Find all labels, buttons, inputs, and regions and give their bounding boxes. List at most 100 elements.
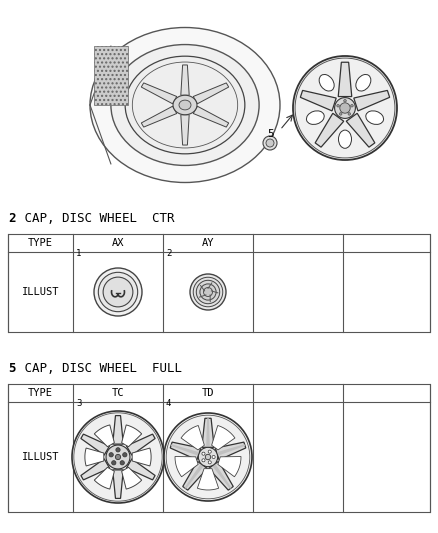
Polygon shape — [85, 448, 104, 466]
Circle shape — [120, 461, 124, 465]
Circle shape — [94, 268, 142, 316]
Text: AX: AX — [112, 238, 124, 248]
Circle shape — [344, 100, 346, 102]
Polygon shape — [183, 461, 207, 490]
Polygon shape — [300, 91, 336, 111]
Circle shape — [208, 461, 211, 464]
Polygon shape — [141, 106, 177, 127]
Circle shape — [193, 277, 223, 307]
Text: 5: 5 — [8, 362, 15, 375]
Polygon shape — [181, 65, 189, 95]
Text: 2: 2 — [8, 212, 15, 225]
Polygon shape — [94, 425, 114, 447]
Circle shape — [106, 445, 130, 469]
Polygon shape — [212, 464, 232, 489]
Polygon shape — [202, 418, 214, 447]
Ellipse shape — [173, 95, 197, 115]
Circle shape — [98, 272, 138, 312]
Text: TYPE: TYPE — [28, 238, 53, 248]
Polygon shape — [212, 425, 235, 450]
Circle shape — [164, 413, 252, 501]
Circle shape — [208, 450, 211, 453]
Text: 2: 2 — [166, 249, 171, 258]
Text: CAP, DISC WHEEL  CTR: CAP, DISC WHEEL CTR — [17, 212, 174, 225]
Polygon shape — [315, 114, 344, 147]
Circle shape — [348, 112, 350, 115]
Circle shape — [109, 453, 113, 457]
Polygon shape — [338, 62, 352, 96]
Polygon shape — [122, 467, 142, 489]
Polygon shape — [127, 434, 155, 455]
Polygon shape — [208, 461, 233, 490]
Text: CAP, DISC WHEEL  FULL: CAP, DISC WHEEL FULL — [17, 362, 182, 375]
Circle shape — [115, 454, 120, 459]
Polygon shape — [181, 115, 189, 145]
Circle shape — [123, 453, 127, 457]
Circle shape — [200, 284, 216, 300]
Polygon shape — [218, 457, 241, 477]
Polygon shape — [346, 114, 375, 147]
Polygon shape — [175, 457, 198, 477]
Text: 4: 4 — [166, 399, 171, 408]
Polygon shape — [198, 469, 219, 490]
Circle shape — [112, 461, 116, 465]
Polygon shape — [127, 459, 155, 480]
Circle shape — [266, 139, 274, 147]
Polygon shape — [206, 418, 210, 447]
Circle shape — [205, 454, 211, 459]
Circle shape — [198, 447, 218, 467]
Circle shape — [116, 448, 120, 452]
Polygon shape — [132, 448, 151, 466]
Bar — [8, 234, 430, 332]
Circle shape — [202, 459, 205, 462]
Circle shape — [335, 98, 355, 118]
Text: 5: 5 — [268, 129, 274, 139]
Circle shape — [293, 56, 397, 160]
Ellipse shape — [90, 28, 280, 182]
Circle shape — [103, 277, 133, 307]
Polygon shape — [193, 106, 229, 127]
Text: TD: TD — [202, 388, 214, 398]
Text: TC: TC — [112, 388, 124, 398]
Polygon shape — [184, 464, 204, 489]
Text: TYPE: TYPE — [28, 388, 53, 398]
Ellipse shape — [319, 75, 334, 91]
Text: 1: 1 — [76, 249, 81, 258]
Bar — [8, 384, 430, 512]
Circle shape — [212, 456, 215, 458]
Polygon shape — [171, 444, 199, 456]
Text: 3: 3 — [76, 399, 81, 408]
Polygon shape — [217, 444, 245, 456]
Circle shape — [263, 136, 277, 150]
Circle shape — [340, 103, 350, 113]
Circle shape — [337, 104, 339, 107]
Text: ILLUST: ILLUST — [22, 452, 59, 462]
Ellipse shape — [307, 111, 324, 124]
Ellipse shape — [125, 56, 245, 154]
Polygon shape — [215, 442, 246, 460]
Circle shape — [72, 411, 164, 503]
Ellipse shape — [339, 130, 352, 148]
Polygon shape — [122, 425, 142, 447]
Ellipse shape — [179, 100, 191, 110]
Circle shape — [190, 274, 226, 310]
Text: AY: AY — [202, 238, 214, 248]
Polygon shape — [113, 470, 123, 498]
Polygon shape — [354, 91, 390, 111]
Text: ILLUST: ILLUST — [22, 287, 59, 297]
Polygon shape — [193, 83, 229, 104]
Circle shape — [202, 452, 205, 455]
Polygon shape — [181, 425, 205, 450]
Circle shape — [196, 280, 220, 304]
Polygon shape — [113, 416, 123, 444]
Ellipse shape — [356, 75, 371, 91]
Circle shape — [351, 104, 353, 107]
Polygon shape — [81, 434, 110, 455]
Ellipse shape — [366, 111, 384, 124]
Polygon shape — [81, 459, 110, 480]
Bar — [94, 46, 128, 105]
Polygon shape — [170, 442, 201, 460]
Polygon shape — [94, 467, 114, 489]
Circle shape — [204, 287, 212, 296]
Ellipse shape — [111, 45, 259, 165]
